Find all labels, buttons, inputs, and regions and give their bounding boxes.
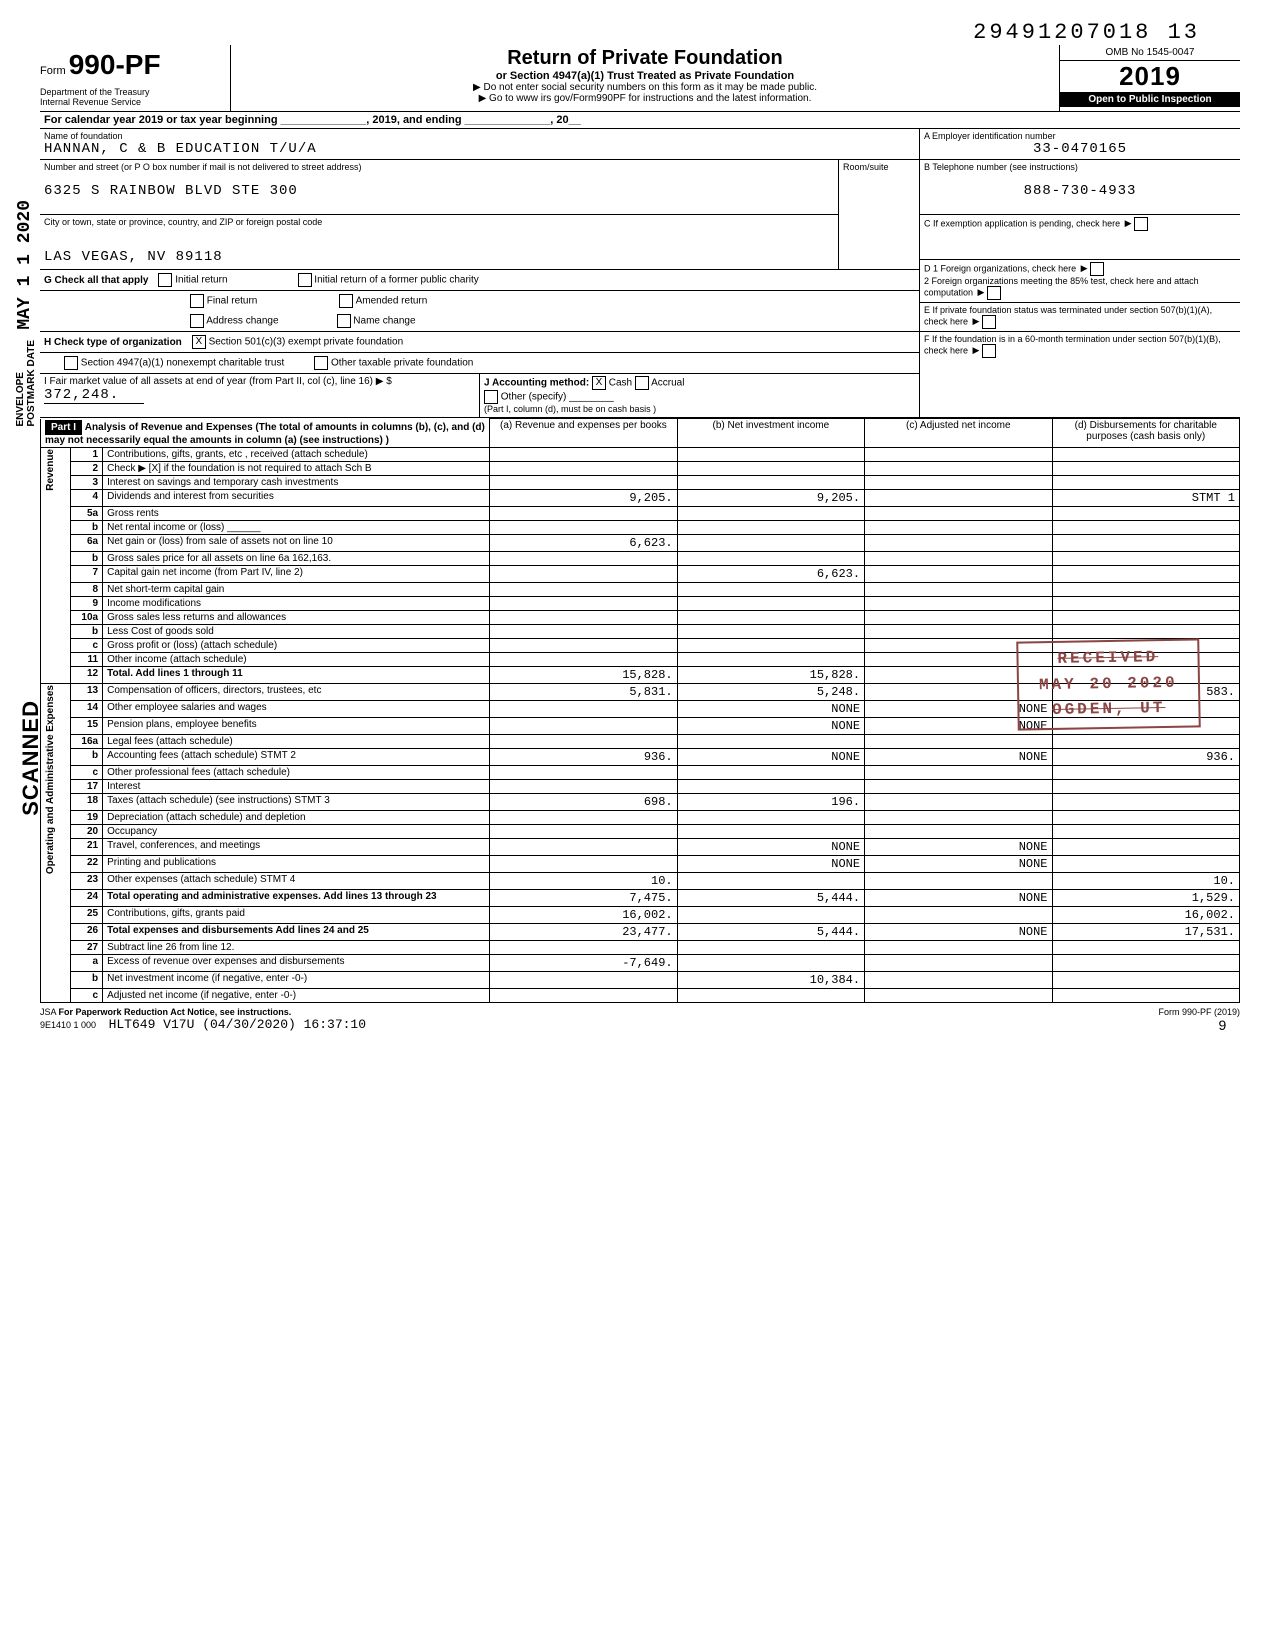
d2-label: 2 Foreign organizations meeting the 85% … [924,276,1199,297]
envelope-stamp: ENVELOPEPOSTMARK DATE [15,340,37,426]
table-row: 2Check ▶ [X] if the foundation is not re… [41,461,1240,475]
4947-checkbox[interactable] [64,356,78,370]
table-row: 25Contributions, gifts, grants paid16,00… [41,906,1240,923]
d2-checkbox[interactable] [987,286,1001,300]
h-label: H Check type of organization [44,337,182,348]
name-label: Name of foundation [44,131,915,141]
scanned-stamp: SCANNED [18,700,44,816]
part1-header: Part I [45,420,82,435]
g-label: G Check all that apply [44,275,148,286]
form-warning: ▶ Do not enter social security numbers o… [241,82,1049,93]
e-label: E If private foundation status was termi… [924,305,1212,326]
table-row: 5aGross rents [41,506,1240,520]
table-row: Revenue1Contributions, gifts, grants, et… [41,447,1240,461]
table-row: 7Capital gain net income (from Part IV, … [41,565,1240,582]
inspection-label: Open to Public Inspection [1060,92,1240,107]
other-method-checkbox[interactable] [484,390,498,404]
table-row: cAdjusted net income (if negative, enter… [41,988,1240,1002]
other-taxable-checkbox[interactable] [314,356,328,370]
page-number: 9 [1218,1017,1226,1033]
cash-checkbox[interactable]: X [592,376,606,390]
table-row: 4Dividends and interest from securities9… [41,489,1240,506]
foundation-address: 6325 S RAINBOW BLVD STE 300 [44,183,834,199]
fmv-value: 372,248. [44,387,144,404]
d1-label: D 1 Foreign organizations, check here [924,263,1076,273]
addr-label: Number and street (or P O box number if … [44,162,834,172]
table-row: aExcess of revenue over expenses and dis… [41,954,1240,971]
table-row: 18Taxes (attach schedule) (see instructi… [41,793,1240,810]
phone-value: 888-730-4933 [924,183,1236,199]
d1-checkbox[interactable] [1090,262,1104,276]
paperwork-notice: For Paperwork Reduction Act Notice, see … [59,1007,292,1017]
table-row: bNet rental income or (loss) ______ [41,520,1240,534]
initial-former-checkbox[interactable] [298,273,312,287]
table-row: 27Subtract line 26 from line 12. [41,940,1240,954]
table-row: 8Net short-term capital gain [41,582,1240,596]
table-row: 16aLegal fees (attach schedule) [41,734,1240,748]
addr-change-checkbox[interactable] [190,314,204,328]
table-row: bNet investment income (if negative, ent… [41,971,1240,988]
table-row: 20Occupancy [41,824,1240,838]
date-stamp: MAY 1 1 2020 [15,200,35,330]
table-row: cOther professional fees (attach schedul… [41,765,1240,779]
table-row: 3Interest on savings and temporary cash … [41,475,1240,489]
tax-year: 2019 [1060,61,1240,92]
page-footer: JSA For Paperwork Reduction Act Notice, … [40,1007,1240,1033]
foundation-name: HANNAN, C & B EDUCATION T/U/A [44,141,915,157]
f-label: F If the foundation is in a 60-month ter… [924,334,1221,355]
table-row: bLess Cost of goods sold [41,624,1240,638]
table-row: 26Total expenses and disbursements Add l… [41,923,1240,940]
col-d-header: (d) Disbursements for charitable purpose… [1052,419,1240,448]
jsa-label: JSA [40,1007,56,1017]
col-a-header: (a) Revenue and expenses per books [490,419,677,448]
i-label: I Fair market value of all assets at end… [44,376,392,387]
table-row: 17Interest [41,779,1240,793]
e-checkbox[interactable] [982,315,996,329]
footer-code: 9E1410 1 000 [40,1020,96,1030]
form-goto: ▶ Go to www irs gov/Form990PF for instru… [241,93,1049,104]
form-title: Return of Private Foundation [241,47,1049,70]
initial-return-checkbox[interactable] [158,273,172,287]
form-number: Form 990-PF [40,49,220,81]
j-label: J Accounting method: [484,378,589,389]
foundation-info: Name of foundation HANNAN, C & B EDUCATI… [40,129,1240,418]
ein-value: 33-0470165 [924,141,1236,157]
table-row: 24Total operating and administrative exp… [41,889,1240,906]
c-checkbox[interactable] [1134,217,1148,231]
received-stamp: RECEIVED MAY 20 2020 OGDEN, UT [1017,638,1201,730]
f-checkbox[interactable] [982,344,996,358]
form-header: Form 990-PF Department of the TreasuryIn… [40,45,1240,112]
table-row: bGross sales price for all assets on lin… [41,551,1240,565]
phone-label: B Telephone number (see instructions) [924,162,1236,172]
c-label: C If exemption application is pending, c… [924,218,1120,228]
table-row: 23Other expenses (attach schedule) STMT … [41,872,1240,889]
table-row: 9Income modifications [41,596,1240,610]
table-row: 19Depreciation (attach schedule) and dep… [41,810,1240,824]
name-change-checkbox[interactable] [337,314,351,328]
amended-checkbox[interactable] [339,294,353,308]
table-row: 21Travel, conferences, and meetingsNONEN… [41,838,1240,855]
j-note: (Part I, column (d), must be on cash bas… [484,404,656,414]
table-row: 22Printing and publicationsNONENONE [41,855,1240,872]
part1-title: Analysis of Revenue and Expenses (The to… [45,422,485,446]
calendar-year-row: For calendar year 2019 or tax year begin… [40,112,1240,129]
accrual-checkbox[interactable] [635,376,649,390]
501c3-checkbox[interactable]: X [192,335,206,349]
form-subtitle: or Section 4947(a)(1) Trust Treated as P… [241,70,1049,82]
form-ref: Form 990-PF (2019) [1158,1007,1240,1017]
document-locator-number: 29491207018 13 [40,20,1200,45]
table-row: bAccounting fees (attach schedule) STMT … [41,748,1240,765]
col-c-header: (c) Adjusted net income [865,419,1052,448]
footer-hlt: HLT649 V17U (04/30/2020) 16:37:10 [109,1017,366,1032]
dept-label: Department of the TreasuryInternal Reven… [40,87,220,107]
final-return-checkbox[interactable] [190,294,204,308]
table-row: 6aNet gain or (loss) from sale of assets… [41,534,1240,551]
ein-label: A Employer identification number [924,131,1236,141]
table-row: 10aGross sales less returns and allowanc… [41,610,1240,624]
omb-number: OMB No 1545-0047 [1060,45,1240,61]
city-label: City or town, state or province, country… [44,217,834,227]
room-label: Room/suite [839,160,919,214]
col-b-header: (b) Net investment income [677,419,864,448]
foundation-city: LAS VEGAS, NV 89118 [44,249,834,265]
